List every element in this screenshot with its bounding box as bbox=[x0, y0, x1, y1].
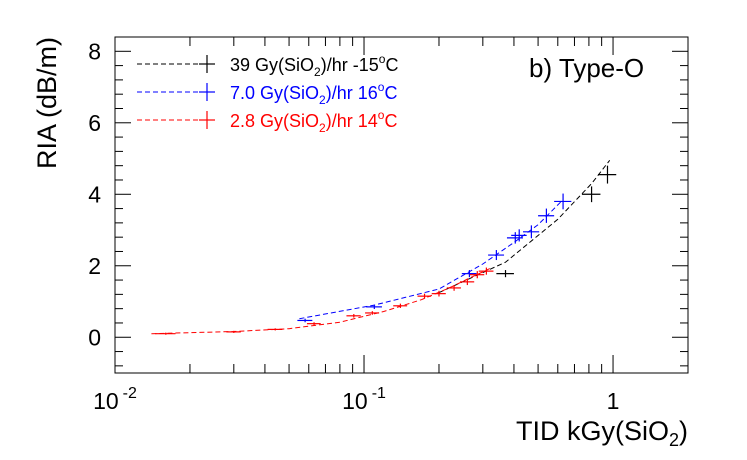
legend-text: 7.0 Gy(SiO bbox=[230, 83, 319, 103]
panel-label: b) Type-O bbox=[529, 53, 644, 83]
legend-text: )/hr -15 bbox=[321, 55, 379, 75]
data-point-series-2 bbox=[365, 311, 380, 315]
legend-text: )/hr 14 bbox=[326, 111, 378, 131]
legend-superscript: o bbox=[378, 108, 385, 122]
legend-label-series-0: 39 Gy(SiO2)/hr -15oC bbox=[230, 52, 398, 79]
y-tick-label: 6 bbox=[88, 110, 101, 136]
x-tick-exponent: -1 bbox=[372, 385, 386, 402]
x-axis-label: TID kGy(SiO2) bbox=[516, 416, 688, 450]
y-tick-label: 8 bbox=[88, 38, 101, 64]
data-point-series-1 bbox=[538, 208, 555, 223]
data-point-series-1 bbox=[366, 304, 382, 310]
data-point-series-1 bbox=[297, 318, 313, 323]
data-point-series-2 bbox=[226, 330, 241, 333]
data-point-series-0 bbox=[496, 270, 514, 278]
data-point-series-1 bbox=[506, 232, 524, 244]
legend-text: C bbox=[384, 83, 397, 103]
x-axis-label-end: ) bbox=[679, 416, 688, 446]
x-axis-label-subscript: 2 bbox=[669, 430, 679, 450]
data-point-series-2 bbox=[460, 278, 475, 286]
data-point-series-2 bbox=[346, 314, 361, 318]
y-tick-label: 2 bbox=[88, 253, 101, 279]
legend-text: 2.8 Gy(SiO bbox=[230, 111, 319, 131]
data-point-series-2 bbox=[393, 303, 408, 308]
y-axis-ticks: 0 2 4 6 8 bbox=[88, 36, 688, 367]
fit-line-series-2 bbox=[151, 268, 491, 335]
data-point-series-1 bbox=[488, 250, 505, 261]
data-point-series-2 bbox=[267, 328, 283, 331]
x-tick-mantissa: 10 bbox=[342, 388, 368, 414]
legend-label-series-1: 7.0 Gy(SiO2)/hr 16oC bbox=[230, 80, 397, 107]
data-point-series-1 bbox=[554, 193, 572, 210]
data-point-series-1 bbox=[523, 225, 540, 239]
legend-text: C bbox=[384, 111, 397, 131]
x-tick-mantissa: 1 bbox=[607, 388, 620, 414]
x-tick-mantissa: 10 bbox=[93, 388, 119, 414]
legend-subscript: 2 bbox=[319, 93, 326, 107]
plot-frame bbox=[114, 36, 689, 374]
y-axis-label: RIA (dB/m) bbox=[32, 37, 62, 169]
data-point-series-0 bbox=[581, 186, 601, 203]
x-tick-exponent: -2 bbox=[123, 385, 137, 402]
x-axis-ticks: 10 -2 10 -1 1 bbox=[93, 37, 689, 414]
data-point-series-2 bbox=[478, 267, 494, 275]
fit-line-series-0 bbox=[438, 159, 611, 294]
data-point-series-0 bbox=[597, 165, 617, 184]
x-axis-label-main: TID kGy(SiO bbox=[516, 416, 669, 446]
data-point-series-2 bbox=[469, 271, 485, 279]
legend-subscript: 2 bbox=[319, 121, 326, 135]
legend-text: C bbox=[385, 55, 398, 75]
data-point-series-2 bbox=[431, 290, 446, 297]
data-points bbox=[155, 165, 617, 335]
y-tick-label: 4 bbox=[88, 181, 101, 207]
data-point-series-2 bbox=[155, 332, 176, 335]
legend-label-series-2: 2.8 Gy(SiO2)/hr 14oC bbox=[230, 108, 397, 135]
data-point-series-1 bbox=[511, 229, 527, 242]
data-point-series-2 bbox=[446, 285, 461, 291]
data-point-series-1 bbox=[461, 270, 477, 278]
data-point-series-2 bbox=[306, 322, 321, 326]
legend-superscript: o bbox=[379, 52, 386, 66]
y-tick-label: 0 bbox=[88, 324, 101, 350]
legend-subscript: 2 bbox=[314, 65, 321, 79]
legend-text: 39 Gy(SiO bbox=[230, 55, 314, 75]
x-tick-label: 10 -2 bbox=[93, 385, 137, 414]
legend-text: )/hr 16 bbox=[326, 83, 378, 103]
x-tick-label: 10 -1 bbox=[342, 385, 386, 414]
legend-superscript: o bbox=[378, 80, 385, 94]
x-tick-label: 1 bbox=[607, 388, 620, 414]
data-point-series-2 bbox=[417, 293, 432, 299]
